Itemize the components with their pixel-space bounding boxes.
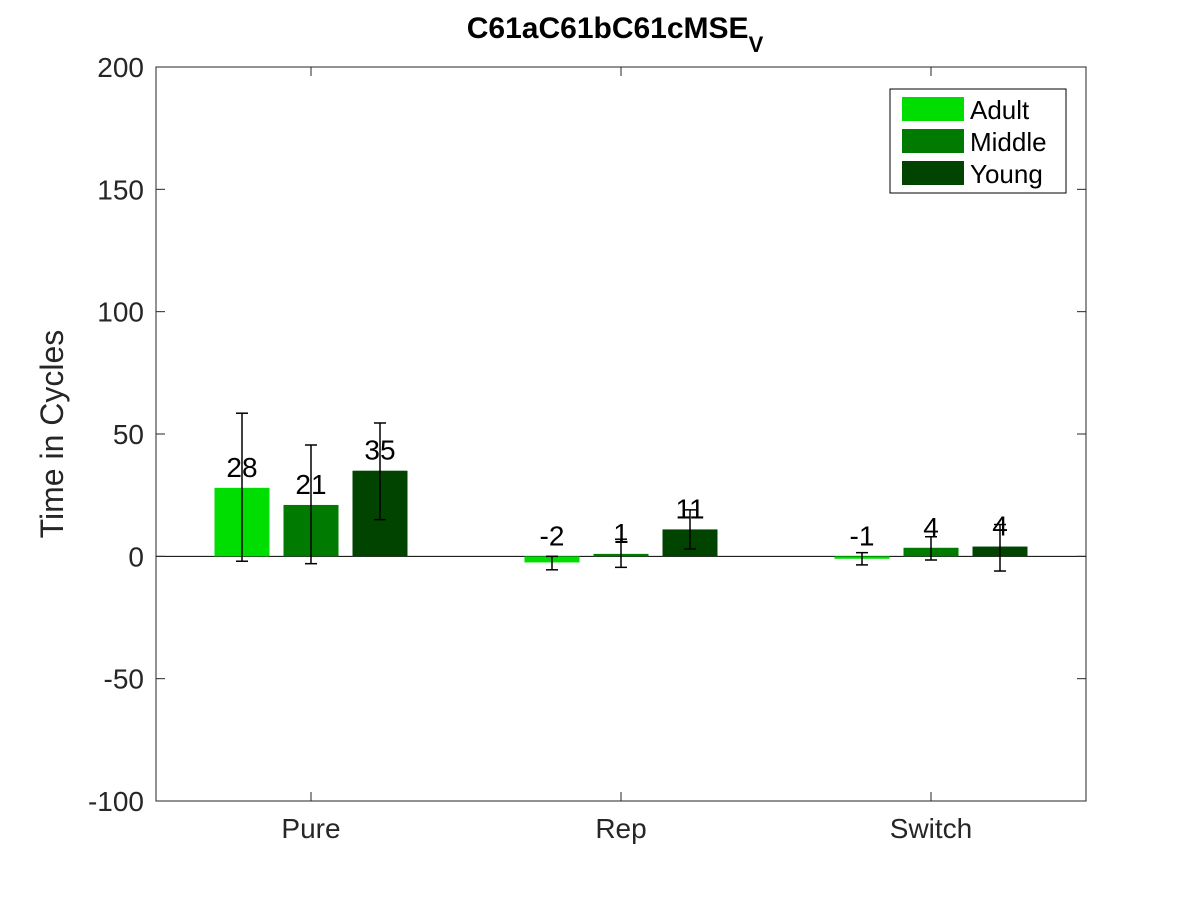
chart-title-subscript: V	[749, 32, 764, 57]
y-axis-label: Time in Cycles	[34, 330, 70, 539]
y-tick-label: 150	[97, 174, 144, 205]
error-bars-layer	[236, 412, 1006, 572]
data-label: -1	[850, 520, 875, 551]
data-label: -2	[540, 520, 565, 551]
data-label: 28	[226, 452, 257, 483]
x-tick-label-category: Rep	[595, 813, 646, 844]
x-tick-label-category: Pure	[281, 813, 340, 844]
legend-entry-label: Middle	[970, 127, 1047, 157]
legend-entry-label: Adult	[970, 95, 1030, 125]
axis-ticks-layer: -100 -50 0 50 100 150 200 Pure Rep Switch	[88, 52, 1086, 844]
data-label: 35	[364, 435, 395, 466]
chart-title-text: C61aC61bC61cMSE	[467, 12, 749, 45]
data-label: 1	[613, 518, 629, 549]
data-label: 4	[923, 512, 939, 543]
data-label: 11	[675, 493, 704, 524]
data-label: 4	[992, 511, 1008, 542]
legend-swatch	[902, 161, 964, 185]
legend-swatch	[902, 129, 964, 153]
y-tick-label: 50	[113, 419, 144, 450]
chart-title: C61aC61bC61cMSEV	[467, 12, 764, 57]
legend-swatch	[902, 97, 964, 121]
y-tick-label: -100	[88, 786, 144, 817]
y-tick-label: -50	[104, 664, 144, 695]
y-tick-label: 200	[97, 52, 144, 83]
data-labels-layer: 28 -2 -1 21 1 4 35 11 4	[226, 435, 1007, 552]
x-tick-label-category: Switch	[890, 813, 972, 844]
y-tick-label: 100	[97, 297, 144, 328]
legend-entry-label: Young	[970, 159, 1043, 189]
y-tick-label: 0	[128, 541, 144, 572]
data-label: 21	[295, 469, 326, 500]
